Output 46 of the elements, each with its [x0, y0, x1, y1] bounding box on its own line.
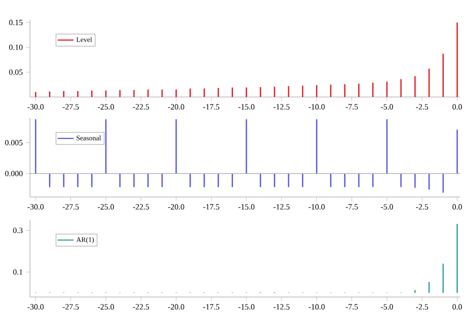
- x-tick-label: -22.5: [132, 104, 150, 110]
- x-tick-label: -10.0: [308, 204, 325, 210]
- x-tick-label: -20.0: [168, 104, 184, 110]
- x-tick-label: -2.5: [416, 304, 428, 310]
- y-tick-label: 0.05: [9, 69, 23, 75]
- y-tick-label: 0.1: [13, 269, 22, 275]
- x-tick-label: -22.5: [132, 304, 150, 310]
- x-tick-label: 0.0: [452, 204, 462, 210]
- x-tick-label: -7.5: [346, 104, 358, 110]
- x-tick-label: -17.5: [203, 104, 220, 110]
- x-tick-label: 0.0: [452, 304, 462, 310]
- x-tick-label: -5.0: [380, 204, 393, 210]
- x-tick-label: 0.0: [452, 104, 462, 110]
- x-tick-label: -10.0: [308, 104, 325, 110]
- x-tick-label: -7.5: [346, 304, 358, 310]
- x-tick-label: -15.0: [238, 204, 254, 210]
- x-tick-label: -2.5: [416, 104, 428, 110]
- x-tick-label: -25.0: [98, 304, 114, 310]
- x-tick-label: -20.0: [168, 204, 184, 210]
- x-tick-label: -12.5: [274, 204, 290, 210]
- y-tick-label: 0.10: [9, 44, 23, 50]
- x-tick-label: -2.5: [416, 204, 428, 210]
- y-tick-label: 0.15: [9, 20, 23, 26]
- x-tick-label: -15.0: [238, 304, 254, 310]
- x-tick-label: -27.5: [62, 304, 79, 310]
- x-tick-label: -12.5: [274, 104, 290, 110]
- x-tick-label: -10.0: [308, 304, 325, 310]
- x-tick-label: -17.5: [203, 304, 220, 310]
- x-tick-label: -5.0: [380, 104, 393, 110]
- x-tick-label: -27.5: [62, 204, 79, 210]
- x-tick-label: -12.5: [274, 304, 290, 310]
- x-tick-label: -25.0: [98, 104, 114, 110]
- y-tick-label: 0.005: [5, 140, 23, 146]
- y-tick-label: 0.3: [13, 228, 23, 234]
- x-tick-label: -22.5: [132, 204, 150, 210]
- x-tick-label: -30.0: [28, 304, 44, 310]
- x-tick-label: -5.0: [380, 304, 393, 310]
- x-tick-label: -15.0: [238, 104, 254, 110]
- x-tick-label: -27.5: [62, 104, 79, 110]
- x-tick-label: -7.5: [346, 204, 358, 210]
- x-tick-label: -17.5: [203, 204, 220, 210]
- x-tick-label: -30.0: [28, 204, 44, 210]
- x-tick-label: -30.0: [28, 104, 44, 110]
- y-tick-label: 0.000: [5, 170, 23, 176]
- x-tick-label: -20.0: [168, 304, 184, 310]
- x-tick-label: -25.0: [98, 204, 114, 210]
